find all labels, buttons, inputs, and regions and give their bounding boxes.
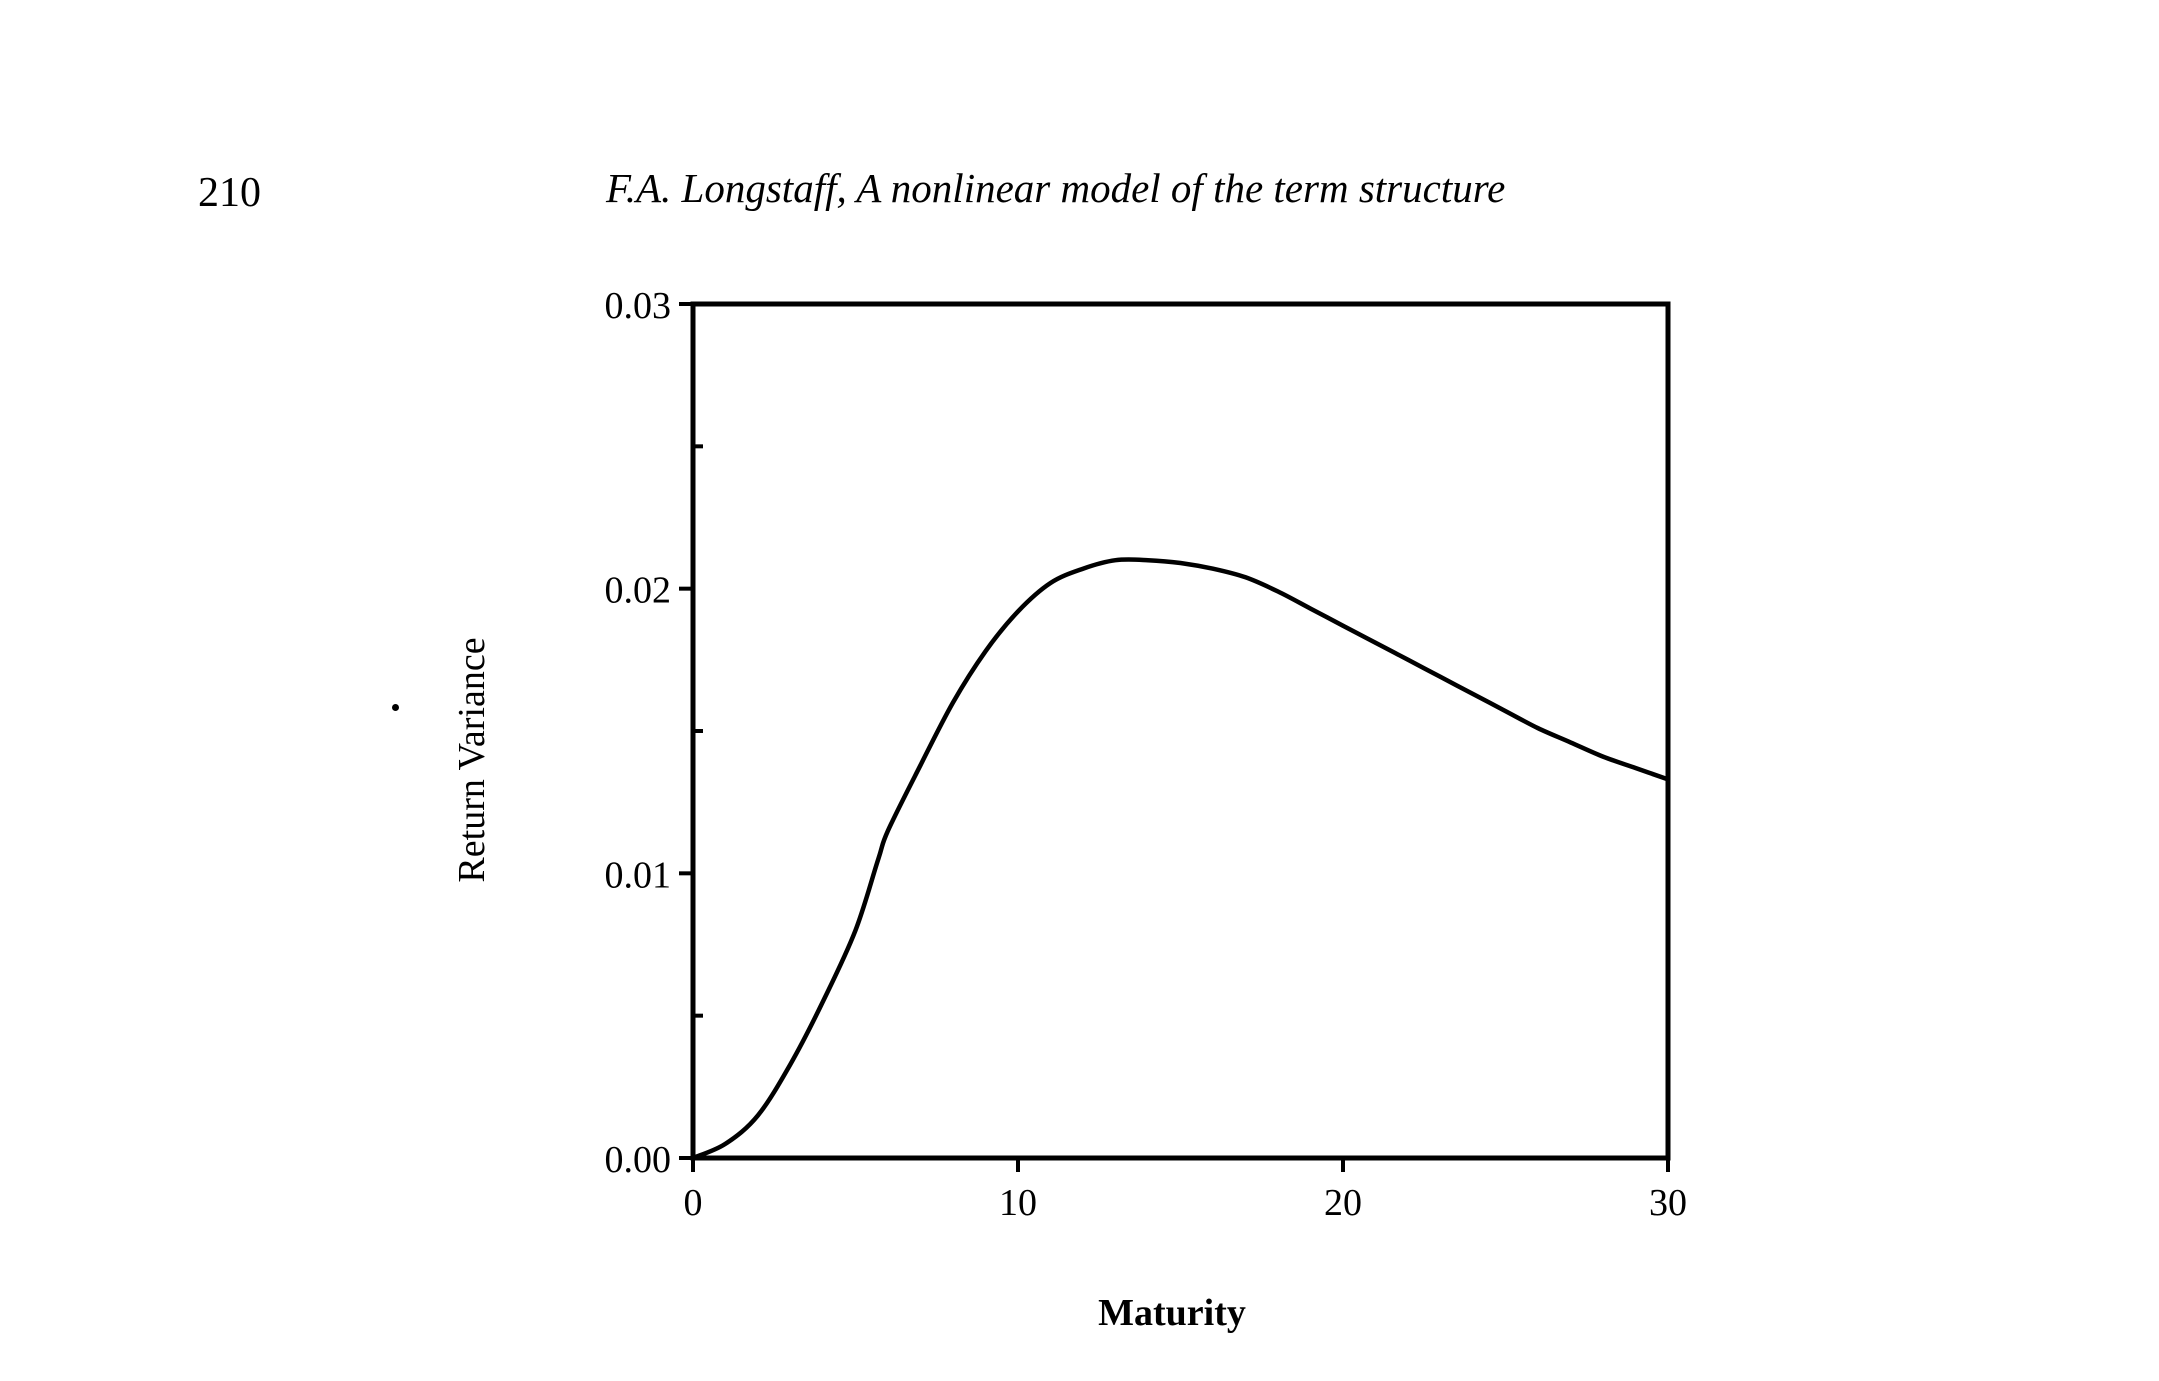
y-tick-label: 0.03 [605,285,672,327]
x-tick-label: 20 [1324,1182,1362,1224]
y-tick-label: 0.02 [605,570,672,612]
x-tick-label: 30 [1649,1182,1687,1224]
x-tick-label: 0 [684,1182,703,1224]
x-tick-label: 10 [999,1182,1037,1224]
y-axis-label: Return Variance [451,637,493,882]
series [690,557,1671,1161]
page-number: 210 [198,170,261,216]
running-head: F.A. Longstaff, A nonlinear model of the… [606,165,1506,211]
stray-dot [392,704,399,711]
x-axis: 0 10 20 30 [684,1158,1687,1224]
plot-frame-rect [690,301,1671,1161]
plot-frame [690,301,1671,1161]
series-line [690,557,1671,1161]
y-tick-label: 0.01 [605,854,672,896]
y-tick-label: 0.00 [605,1139,672,1181]
x-axis-label: Maturity [1098,1292,1246,1334]
y-axis: 0.00 0.01 0.02 0.03 [605,285,703,1181]
